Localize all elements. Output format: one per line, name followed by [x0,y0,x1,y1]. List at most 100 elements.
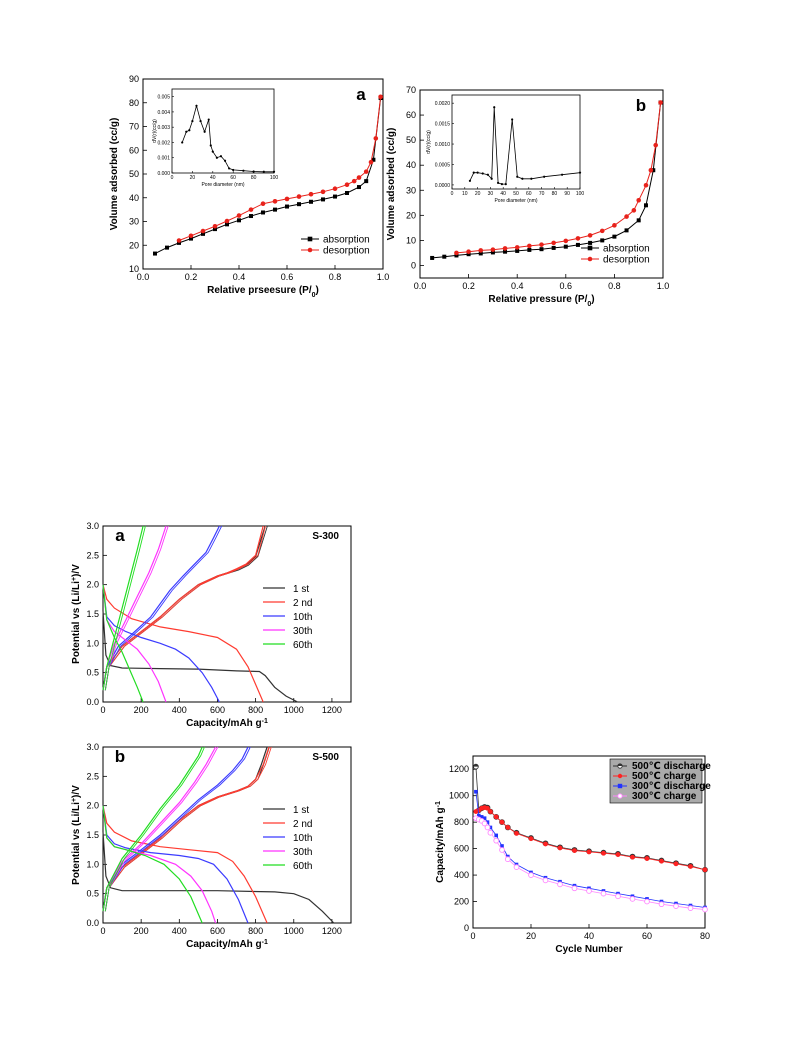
discharge-curve [102,584,264,703]
data-point [260,201,266,206]
chart-gcd_s500: 0 200 400 600 800 1000 1200 0.0 0.5 1.0 1.5 2.0 2.5 3… [71,742,352,950]
legend-label: 30th [293,626,312,637]
x-tick-label: 400 [172,926,187,936]
data-point [368,159,374,165]
x-tick-label: 600 [210,705,225,715]
inset-point [504,182,507,186]
series-absorption [153,96,383,256]
data-point [571,885,578,892]
inset-y-tick-label: 0.004 [157,110,170,116]
inset-point [530,177,533,180]
charge-curve-repeat [104,525,266,691]
series-desorption [176,94,383,243]
y-tick-label: 3.0 [86,742,99,752]
charge-curve-repeat [104,746,272,912]
data-point [499,819,505,825]
legend-label: 2 nd [293,819,312,830]
plot-area [102,525,352,703]
inset-chart: 0 20 40 60 80 100 0.000 0.001 0.002 0.003 0.004 0.0… [152,88,279,188]
inset-chart: 0 10 20 30 40 50 60 70 80 90 100 0.0000 0.0005 0.0010… [426,94,584,204]
y-tick-label: 80 [129,98,139,108]
charge-curve [102,525,144,691]
inset-point [232,168,235,172]
y-axis-title: Potential vs (Li/Li+)/V [71,564,83,664]
data-point [551,240,556,246]
data-point [615,852,621,857]
data-point [236,213,242,218]
data-point [477,813,481,818]
data-point [200,228,206,234]
inset-point [486,173,489,176]
inset-x-title: Pore diameter (nm) [494,198,537,204]
data-point [600,238,605,243]
legend-label: 60th [293,861,312,872]
x-tick-label: 0.4 [233,272,246,282]
data-point [687,905,694,912]
charge-curve [102,525,220,691]
inset-x-tick-label: 100 [270,175,279,181]
legend-marker [307,247,313,253]
data-point [201,231,205,236]
y-tick-label: 400 [454,870,469,880]
inset-x-tick-label: 80 [251,175,257,181]
data-point [630,854,635,860]
y-tick-label: 600 [454,844,469,854]
y-tick-label: 50 [129,169,139,179]
x-axis-title: Cycle Number [555,944,622,955]
data-point [485,805,490,811]
y-tick-label: 70 [129,122,139,132]
y-tick-label: 60 [406,110,416,120]
data-point [500,844,504,848]
x-axis-title: Capacity/mAh g-1 [186,718,268,730]
data-point [528,872,534,878]
data-point [702,906,708,913]
x-tick-label: 1.0 [657,281,670,291]
data-point [575,236,581,241]
y-tick-label: 2.5 [86,550,99,560]
x-tick-label: 80 [700,931,710,941]
y-tick-label: 10 [129,264,139,274]
inset-y-tick-label: 0.0010 [435,142,451,148]
inset-point [242,169,245,172]
charge-curve-repeat [104,525,223,691]
data-point [165,245,169,250]
inset-y-title: dV(r)(cc/g) [152,119,158,143]
inset-point [223,159,227,162]
discharge-curve [102,584,220,703]
y-axis-sup: + [71,798,78,802]
data-point [466,252,471,257]
x-tick-label: 0.2 [185,272,198,282]
data-point [539,242,544,247]
data-point [557,881,563,888]
y-tick-label: 200 [454,897,469,907]
inset-x-tick-label: 30 [488,191,494,197]
discharge-curve [102,584,144,703]
y-tick-label: 10 [406,235,416,245]
data-point [643,203,648,208]
data-point [551,245,556,250]
data-point [644,898,650,905]
inset-x-tick-label: 40 [500,191,506,197]
x-tick-label: 200 [134,926,149,936]
sample-label: S-300 [312,531,339,542]
data-point [248,207,254,212]
y-tick-label: 1200 [449,764,469,774]
data-point [702,867,708,873]
inset-point [209,144,212,147]
legend-marker [307,236,313,242]
data-point [629,896,636,902]
inset-x-tick-label: 10 [462,191,468,197]
inset-point [521,177,524,180]
legend-marker [617,773,623,779]
x-tick-label: 0.0 [414,281,427,291]
data-point [378,94,383,100]
data-point [648,167,654,173]
charge-curve-repeat [104,525,146,691]
data-point [345,191,349,195]
inset-point [511,118,514,121]
sample-label: S-500 [312,752,339,763]
x-tick-label: 600 [210,926,225,936]
y-tick-label: 2.0 [86,801,99,811]
data-point [485,820,490,824]
